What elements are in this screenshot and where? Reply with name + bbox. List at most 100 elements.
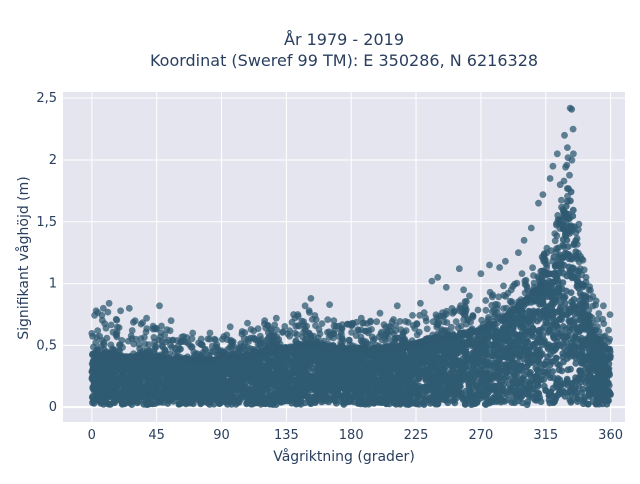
data-point <box>119 368 126 375</box>
data-point <box>451 397 458 404</box>
data-point <box>581 317 588 324</box>
data-point <box>364 387 371 394</box>
data-point <box>155 399 162 406</box>
data-point <box>198 379 205 386</box>
data-point <box>404 369 411 376</box>
data-point <box>564 237 571 244</box>
data-point <box>535 295 542 302</box>
data-point <box>554 342 561 349</box>
data-point <box>565 243 572 250</box>
data-point <box>314 353 321 360</box>
data-point <box>556 316 563 323</box>
data-point <box>482 381 489 388</box>
data-point <box>607 391 614 398</box>
data-point <box>511 399 518 406</box>
data-point <box>349 385 356 392</box>
data-point <box>365 398 372 405</box>
data-point <box>101 365 108 372</box>
data-point <box>526 380 533 387</box>
data-point <box>559 293 566 300</box>
data-point <box>561 332 568 339</box>
data-point <box>489 329 496 336</box>
data-point <box>498 399 505 406</box>
data-point <box>386 362 393 369</box>
data-point <box>550 314 557 321</box>
data-point <box>267 364 274 371</box>
data-point <box>422 388 429 395</box>
data-point <box>441 369 448 376</box>
data-point <box>568 289 575 296</box>
data-point <box>291 389 298 396</box>
data-point <box>488 376 495 383</box>
data-point <box>302 392 309 399</box>
data-point <box>554 392 561 399</box>
data-point <box>131 392 138 399</box>
data-point <box>272 395 279 402</box>
data-point <box>530 325 537 332</box>
data-point <box>261 368 268 375</box>
data-point <box>507 341 514 348</box>
data-point <box>394 356 401 363</box>
data-point <box>560 323 567 330</box>
data-point <box>571 305 578 312</box>
data-point <box>312 398 319 405</box>
data-point <box>316 382 323 389</box>
data-point <box>562 300 569 307</box>
data-point <box>525 359 532 366</box>
data-point <box>568 381 575 388</box>
data-point <box>309 358 316 365</box>
data-point <box>538 326 545 333</box>
data-point <box>562 380 569 387</box>
data-point <box>377 398 384 405</box>
data-point <box>372 391 379 398</box>
data-point <box>578 335 585 342</box>
data-point <box>546 327 553 334</box>
data-point <box>449 364 456 371</box>
data-point <box>458 365 465 372</box>
data-point <box>562 250 569 257</box>
data-point <box>487 362 494 369</box>
data-point <box>355 399 362 406</box>
data-point <box>325 372 332 379</box>
data-point <box>513 350 520 357</box>
data-point <box>173 385 180 392</box>
data-point <box>596 361 603 368</box>
data-point <box>309 365 316 372</box>
data-point <box>483 351 490 358</box>
data-point <box>532 374 539 381</box>
data-point <box>519 318 526 325</box>
data-point <box>555 308 562 315</box>
data-point <box>358 385 365 392</box>
data-point <box>472 400 479 407</box>
data-point <box>427 394 434 401</box>
data-point <box>521 325 528 332</box>
data-point <box>566 255 573 262</box>
data-point <box>173 392 180 399</box>
data-point <box>567 366 574 373</box>
data-point <box>535 383 542 390</box>
data-point <box>569 224 576 231</box>
data-point <box>550 334 557 341</box>
data-point <box>499 347 506 354</box>
data-point <box>461 348 468 355</box>
data-point <box>452 348 459 355</box>
data-point <box>556 366 563 373</box>
data-point <box>422 350 429 357</box>
data-point <box>537 339 544 346</box>
data-point <box>578 360 585 367</box>
data-point <box>567 273 574 280</box>
data-point <box>128 381 135 388</box>
data-point <box>253 399 260 406</box>
data-point <box>456 358 463 365</box>
data-point <box>386 395 393 402</box>
data-point <box>230 398 237 405</box>
data-point <box>481 342 488 349</box>
data-point <box>128 359 135 366</box>
data-point <box>591 355 598 362</box>
data-point <box>235 376 242 383</box>
data-point <box>530 310 537 317</box>
data-point <box>170 398 177 405</box>
data-point <box>484 395 491 402</box>
